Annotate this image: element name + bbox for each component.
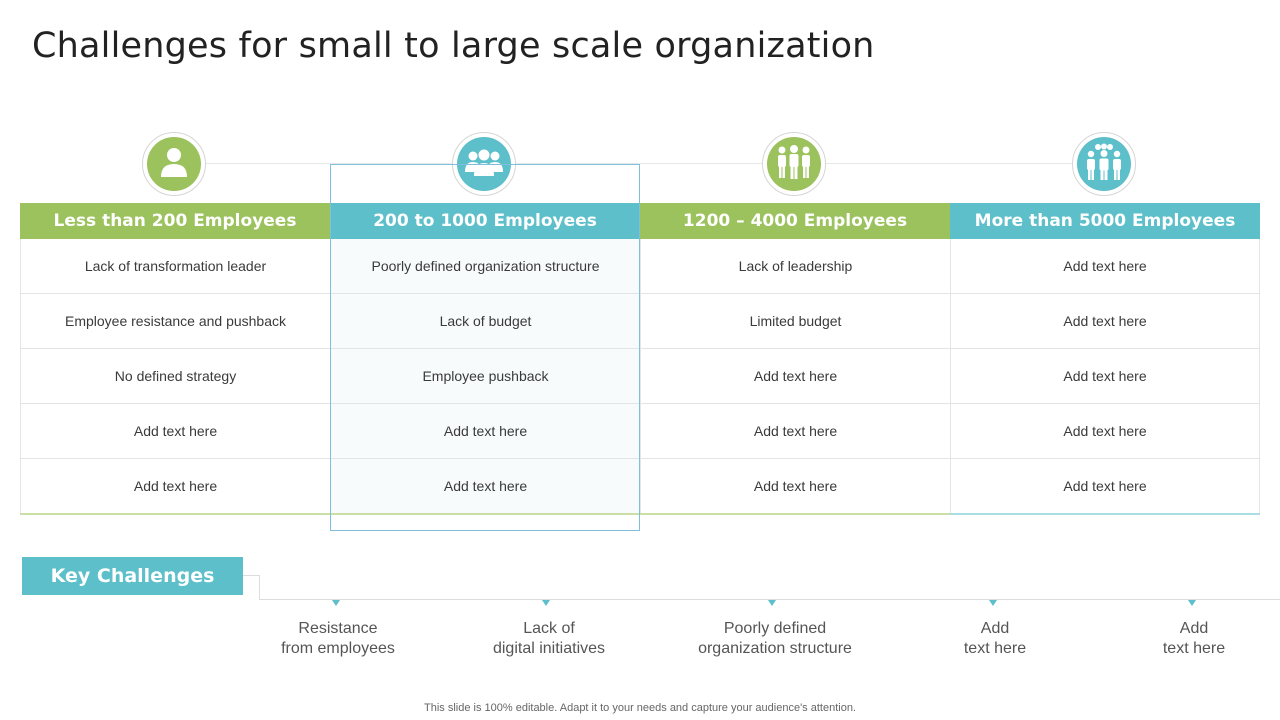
table-cell: Add text here — [950, 459, 1260, 513]
column-3-icon-badge — [762, 132, 826, 196]
table-cell: Add text here — [20, 459, 330, 513]
table-cell: Employee resistance and pushback — [20, 294, 330, 348]
group-icon — [464, 147, 504, 182]
table-cell: Add text here — [950, 404, 1260, 458]
timeline-marker — [542, 600, 550, 606]
table-cell: Add text here — [950, 239, 1260, 293]
key-challenge-item: Add text here — [1162, 620, 1226, 657]
table-bottom-accent-green — [640, 513, 950, 515]
table-cell: Add text here — [950, 294, 1260, 348]
timeline-marker — [1188, 600, 1196, 606]
key-challenge-item: Add text here — [963, 620, 1027, 657]
table-cell: Lack of budget — [330, 294, 640, 348]
column-2-icon-badge — [452, 132, 516, 196]
table-row: Employee resistance and pushback Lack of… — [20, 294, 1260, 349]
timeline-marker — [989, 600, 997, 606]
table-cell: Add text here — [330, 404, 640, 458]
table-row: Add text here Add text here Add text her… — [20, 459, 1260, 514]
column-2-header: 200 to 1000 Employees — [330, 203, 640, 239]
crowd-icon — [1084, 143, 1124, 186]
table-bottom-accent-teal — [950, 513, 1260, 515]
page-title: Challenges for small to large scale orga… — [32, 26, 875, 66]
table-cell: No defined strategy — [20, 349, 330, 403]
icon-connector-line — [174, 163, 1104, 164]
key-challenge-item: Lack of digital initiatives — [492, 620, 606, 657]
timeline-marker — [332, 600, 340, 606]
column-4-icon-badge — [1072, 132, 1136, 196]
table-row: Add text here Add text here Add text her… — [20, 404, 1260, 459]
table-row: Lack of transformation leader Poorly def… — [20, 239, 1260, 294]
key-challenge-item: Resistance from employees — [281, 620, 395, 657]
table-cell: Add text here — [330, 459, 640, 513]
key-challenges-label: Key Challenges — [22, 557, 243, 595]
table-cell: Add text here — [640, 459, 950, 513]
table-header-row: Less than 200 Employees 200 to 1000 Empl… — [20, 203, 1260, 239]
team-icon — [774, 144, 814, 185]
table-row: No defined strategy Employee pushback Ad… — [20, 349, 1260, 404]
timeline-marker — [768, 600, 776, 606]
column-1-icon-badge — [142, 132, 206, 196]
table-cell: Add text here — [640, 349, 950, 403]
table-cell: Add text here — [20, 404, 330, 458]
table-cell: Lack of leadership — [640, 239, 950, 293]
column-1-header: Less than 200 Employees — [20, 203, 330, 239]
key-challenges-timeline — [259, 599, 1280, 600]
challenges-table: Less than 200 Employees 200 to 1000 Empl… — [20, 203, 1260, 514]
table-cell: Add text here — [950, 349, 1260, 403]
key-challenges-tab-edge — [243, 575, 260, 600]
column-3-header: 1200 – 4000 Employees — [640, 203, 950, 239]
footer-note: This slide is 100% editable. Adapt it to… — [424, 702, 856, 714]
column-4-header: More than 5000 Employees — [950, 203, 1260, 239]
key-challenge-item: Poorly defined organization structure — [698, 620, 852, 657]
table-cell: Employee pushback — [330, 349, 640, 403]
table-cell: Add text here — [640, 404, 950, 458]
table-cell: Poorly defined organization structure — [330, 239, 640, 293]
table-cell: Lack of transformation leader — [20, 239, 330, 293]
table-cell: Limited budget — [640, 294, 950, 348]
single-person-icon — [159, 146, 189, 183]
